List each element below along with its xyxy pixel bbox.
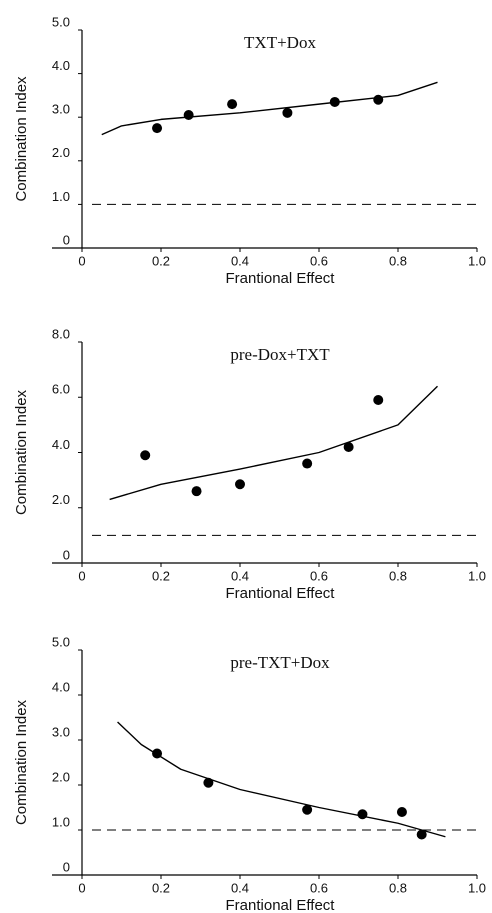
- x-axis-label: Frantional Effect: [226, 897, 336, 913]
- y-tick-label: 2.0: [52, 492, 70, 507]
- y-axis-label: Combination Index: [13, 699, 30, 825]
- point: [235, 479, 245, 490]
- x-tick-label: 0.8: [389, 880, 407, 895]
- x-tick-label: 0.4: [231, 568, 249, 583]
- fit-curve: [101, 81, 438, 136]
- point: [183, 110, 194, 121]
- y-tick-label: 4.0: [52, 679, 70, 694]
- x-axis-label: Frantional Effect: [226, 585, 336, 602]
- y-tick-label: 8.0: [52, 326, 70, 341]
- point: [282, 107, 293, 118]
- x-tick-label: 0.8: [389, 253, 407, 268]
- y-tick-label: 2.0: [52, 769, 70, 784]
- y-tick-label: 0: [63, 232, 70, 247]
- y-tick-label: 2.0: [52, 145, 70, 160]
- x-tick-label: 0: [78, 253, 85, 268]
- point: [302, 458, 313, 469]
- point: [152, 748, 163, 759]
- x-axis-label: Frantional Effect: [226, 270, 336, 287]
- x-tick-label: 0.6: [310, 253, 328, 268]
- point: [152, 123, 163, 134]
- x-tick-label: 1.0: [468, 880, 486, 895]
- point: [357, 809, 368, 820]
- x-tick-label: 0.2: [152, 568, 170, 583]
- y-tick-label: 5.0: [52, 14, 70, 29]
- x-tick-label: 0.4: [231, 880, 249, 895]
- x-tick-label: 0.8: [389, 568, 407, 583]
- point: [329, 96, 340, 107]
- y-axis-label: Combination Index: [13, 76, 30, 202]
- y-tick-label: 0: [63, 547, 70, 562]
- y-tick-label: 3.0: [52, 102, 70, 117]
- point: [302, 804, 313, 815]
- fit-curve: [117, 721, 446, 838]
- point: [373, 395, 384, 406]
- point: [140, 450, 151, 461]
- x-tick-label: 0: [78, 880, 85, 895]
- point: [343, 441, 354, 452]
- chart-title: pre-TXT+Dox: [230, 653, 330, 672]
- y-tick-label: 6.0: [52, 382, 70, 397]
- y-tick-label: 0: [63, 859, 70, 874]
- chart-title: pre-Dox+TXT: [230, 345, 330, 364]
- x-tick-label: 0.2: [152, 880, 170, 895]
- x-tick-label: 0.4: [231, 253, 249, 268]
- x-tick-label: 1.0: [468, 568, 486, 583]
- y-tick-label: 3.0: [52, 724, 70, 739]
- y-tick-label: 4.0: [52, 58, 70, 73]
- y-tick-label: 1.0: [52, 189, 70, 204]
- y-tick-label: 4.0: [52, 437, 70, 452]
- x-tick-label: 0.6: [310, 568, 328, 583]
- y-axis-label: Combination Index: [13, 389, 30, 515]
- chart-title: TXT+Dox: [244, 33, 316, 52]
- point: [227, 99, 238, 110]
- point: [191, 486, 202, 497]
- point: [396, 807, 407, 817]
- x-tick-label: 0.6: [310, 880, 328, 895]
- fit-curve: [109, 385, 438, 501]
- y-tick-label: 1.0: [52, 814, 70, 829]
- x-tick-label: 0: [78, 568, 85, 583]
- x-tick-label: 0.2: [152, 253, 170, 268]
- x-tick-label: 1.0: [468, 253, 486, 268]
- y-tick-label: 5.0: [52, 634, 70, 649]
- point: [203, 777, 214, 788]
- point: [373, 94, 384, 105]
- point: [416, 829, 427, 840]
